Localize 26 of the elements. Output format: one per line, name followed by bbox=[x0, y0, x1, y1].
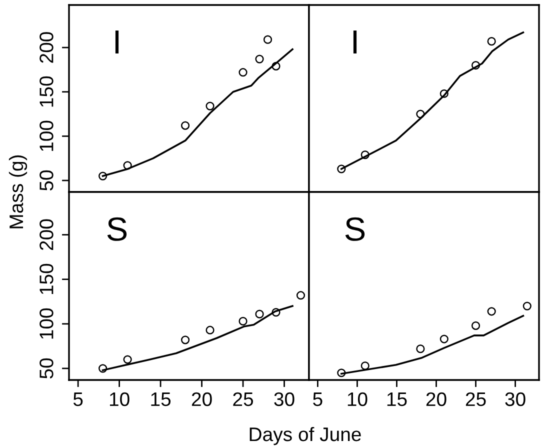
annotation: I bbox=[115, 30, 119, 54]
x-tick-label: 20 bbox=[426, 392, 446, 406]
x-tick-label: 5 bbox=[313, 392, 322, 406]
x-axis-title: Days of June bbox=[250, 426, 361, 446]
x-tick-label: 30 bbox=[274, 392, 294, 406]
annotation: S bbox=[107, 217, 127, 241]
y-tick-label: 50 bbox=[40, 170, 54, 191]
y-tick-label: 200 bbox=[40, 32, 54, 63]
y-tick-label: 100 bbox=[40, 120, 54, 151]
x-tick-label: 15 bbox=[387, 392, 407, 406]
x-tick-label: 25 bbox=[466, 392, 486, 406]
x-tick-label: 25 bbox=[233, 392, 254, 406]
y-axis-title: Mass (g) bbox=[8, 155, 28, 228]
y-tick-label: 100 bbox=[40, 308, 54, 339]
y-tick-label: 50 bbox=[40, 358, 54, 378]
x-tick-label: 10 bbox=[348, 392, 368, 406]
y-tick-label: 200 bbox=[40, 219, 54, 250]
y-tick-label: 150 bbox=[40, 264, 54, 294]
x-tick-label: 15 bbox=[151, 392, 171, 406]
x-tick-label: 20 bbox=[192, 392, 212, 406]
x-tick-label: 10 bbox=[110, 392, 130, 406]
y-tick-label: 150 bbox=[40, 76, 54, 107]
annotation: I bbox=[353, 30, 357, 54]
x-tick-label: 5 bbox=[73, 392, 83, 406]
annotation: S bbox=[345, 217, 365, 241]
x-tick-label: 30 bbox=[505, 392, 526, 406]
